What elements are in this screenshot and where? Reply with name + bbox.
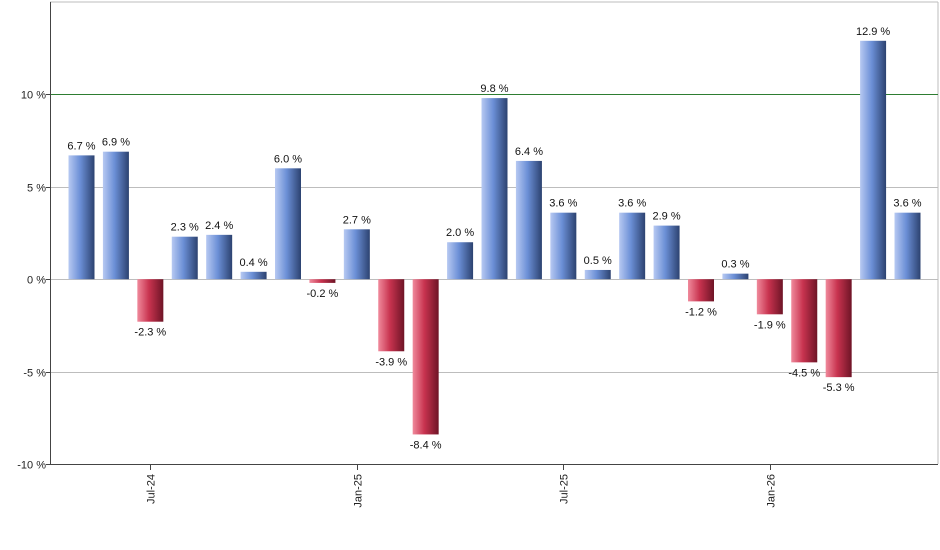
bar — [102, 151, 129, 280]
y-tick-label: -10 % — [17, 460, 46, 472]
data-label: 2.7 % — [343, 214, 371, 226]
bars — [68, 40, 921, 435]
bar — [894, 212, 921, 280]
bar — [515, 160, 542, 280]
data-label: -3.9 % — [375, 356, 407, 368]
bar — [756, 279, 783, 315]
bar — [206, 234, 233, 280]
bar — [619, 212, 646, 280]
bar — [825, 279, 852, 378]
y-tick-label: -5 % — [23, 368, 46, 380]
data-label: -2.3 % — [134, 327, 166, 339]
data-label: 2.3 % — [171, 222, 199, 234]
bar — [412, 279, 439, 435]
bar — [584, 269, 611, 280]
bar — [68, 155, 95, 280]
data-label: -0.2 % — [307, 288, 339, 300]
data-label: 0.4 % — [240, 257, 268, 269]
y-tick-label: 0 % — [27, 275, 46, 287]
x-tick-label: Jan-26 — [766, 474, 778, 508]
x-tick-label: Jul-25 — [559, 474, 571, 504]
data-label: 12.9 % — [856, 26, 890, 38]
data-labels: 6.7 % 6.9 % -2.3 % 2.3 % 2.4 % 0.4 % 6.0 % -0.2… — [67, 26, 921, 452]
data-label: -1.9 % — [754, 319, 786, 331]
x-tick-label: Jul-24 — [146, 474, 158, 504]
data-label: 0.5 % — [584, 255, 612, 267]
data-label: 6.4 % — [515, 146, 543, 158]
data-label: 2.0 % — [446, 227, 474, 239]
bar — [275, 168, 301, 280]
bar — [240, 271, 267, 280]
y-tick-label: 5 % — [27, 183, 46, 195]
bar — [481, 98, 508, 280]
data-label: -4.5 % — [788, 367, 820, 379]
bar — [378, 279, 405, 352]
bar — [343, 229, 370, 280]
data-label: 6.0 % — [274, 153, 302, 165]
data-label: 9.8 % — [480, 83, 508, 95]
bar — [791, 279, 818, 363]
bar — [137, 279, 164, 322]
bar — [860, 40, 887, 280]
data-label: 3.6 % — [549, 198, 577, 210]
data-label: 6.7 % — [67, 140, 95, 152]
data-label: 3.6 % — [618, 198, 646, 210]
x-tick-label: Jan-25 — [353, 474, 365, 508]
axes: 10 % 5 % 0 % -5 % -10 % Jul-24 Jan-25 Jul-25 Jan… — [17, 2, 938, 508]
bar — [447, 242, 474, 280]
data-label: 2.9 % — [653, 211, 681, 223]
bar — [550, 212, 577, 280]
data-label: 3.6 % — [893, 198, 921, 210]
y-tick-label: 10 % — [21, 90, 46, 102]
data-label: -8.4 % — [410, 439, 442, 451]
data-label: 2.4 % — [205, 220, 233, 232]
bar — [688, 279, 714, 302]
bar — [722, 273, 749, 280]
data-label: -5.3 % — [823, 382, 855, 394]
bar — [653, 225, 680, 280]
data-label: -1.2 % — [685, 306, 717, 318]
data-label: 0.3 % — [721, 259, 749, 271]
bar — [171, 236, 198, 280]
data-label: 6.9 % — [102, 137, 130, 149]
bar — [309, 279, 336, 283]
